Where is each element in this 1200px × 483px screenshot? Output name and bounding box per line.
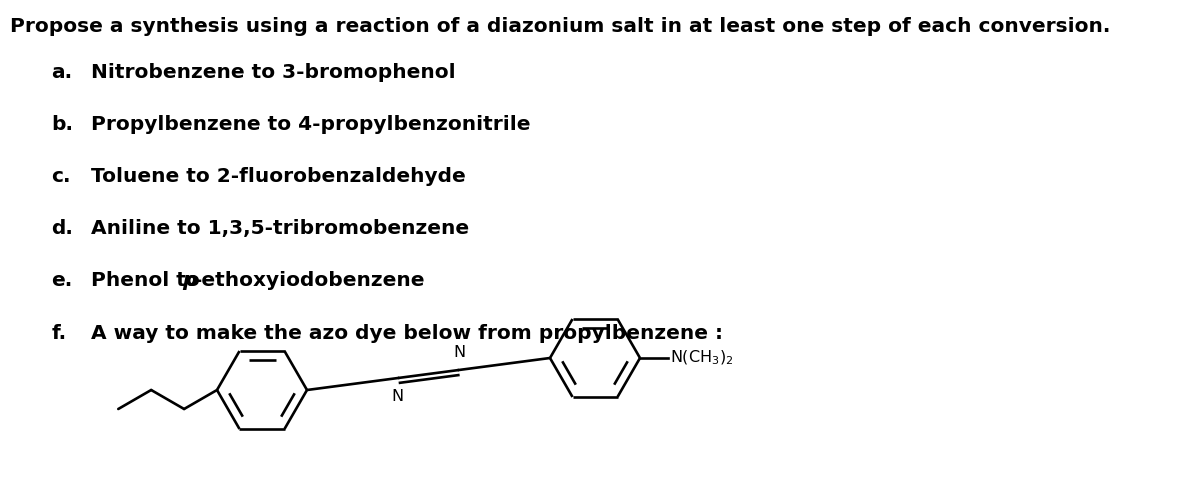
- Text: Propose a synthesis using a reaction of a diazonium salt in at least one step of: Propose a synthesis using a reaction of …: [10, 17, 1110, 36]
- Text: Toluene to 2-fluorobenzaldehyde: Toluene to 2-fluorobenzaldehyde: [91, 167, 466, 186]
- Text: c.: c.: [52, 167, 71, 186]
- Text: Nitrobenzene to 3-bromophenol: Nitrobenzene to 3-bromophenol: [91, 63, 456, 82]
- Text: a.: a.: [52, 63, 73, 82]
- Text: Phenol to: Phenol to: [91, 271, 206, 290]
- Text: Aniline to 1,3,5-tribromobenzene: Aniline to 1,3,5-tribromobenzene: [91, 219, 469, 238]
- Text: f.: f.: [52, 324, 67, 342]
- Text: N: N: [391, 389, 403, 404]
- Text: Propylbenzene to 4-propylbenzonitrile: Propylbenzene to 4-propylbenzonitrile: [91, 115, 530, 134]
- Text: N: N: [454, 345, 466, 360]
- Text: d.: d.: [52, 219, 73, 238]
- Text: e.: e.: [52, 271, 73, 290]
- Text: -ethoxyiodobenzene: -ethoxyiodobenzene: [194, 271, 425, 290]
- Text: N(CH$_3$)$_2$: N(CH$_3$)$_2$: [670, 349, 733, 367]
- Text: p: p: [182, 271, 197, 290]
- Text: A way to make the azo dye below from propylbenzene :: A way to make the azo dye below from pro…: [91, 324, 724, 342]
- Text: b.: b.: [52, 115, 73, 134]
